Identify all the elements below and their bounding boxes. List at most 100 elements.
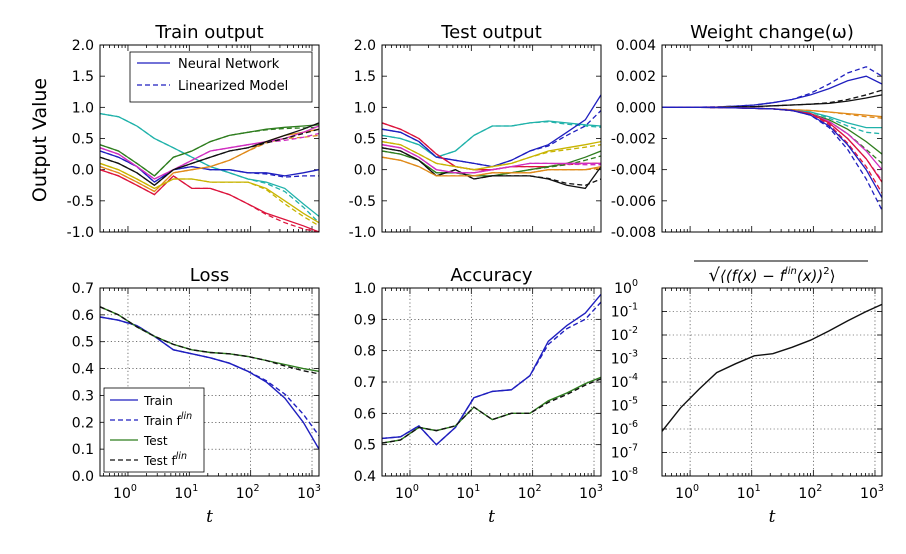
ytick-label: 2.0 xyxy=(354,38,376,54)
xtick-label: 100 xyxy=(675,483,699,502)
ytick-label: 2.0 xyxy=(72,38,94,54)
ytick-label: 0.6 xyxy=(72,308,94,324)
series-line-linearized xyxy=(662,106,882,135)
series-line-linearized xyxy=(382,144,601,174)
ytick-label: 0.6 xyxy=(354,406,376,422)
panel-test_output: Test output 2.0 1.5 1.0 0.5 0.0 -0.5 -1.0 xyxy=(349,22,602,241)
ytick-label: 0.5 xyxy=(354,132,376,148)
ytick-label: -0.008 xyxy=(611,225,656,241)
ytick-label: 10-1 xyxy=(611,302,638,321)
series-line-network xyxy=(382,147,601,190)
xtick-label: 102 xyxy=(518,483,542,502)
series-group xyxy=(100,112,319,232)
legend-label: Neural Network xyxy=(178,57,280,72)
xtick-exp: 1 xyxy=(474,483,480,494)
ytick-label: 10-7 xyxy=(611,443,638,462)
xtick-label: 101 xyxy=(456,483,480,502)
ytick-label: -1.0 xyxy=(67,225,94,241)
series-line-network xyxy=(662,106,882,171)
axes-frame xyxy=(99,44,320,233)
ytick-label: -0.5 xyxy=(349,194,376,210)
series-line-network xyxy=(100,124,319,177)
series-line-network xyxy=(662,106,882,199)
ytick-label: 100 xyxy=(614,278,638,297)
ytick-exp: 0 xyxy=(632,278,638,289)
legend-label: Test xyxy=(143,434,168,448)
series-line xyxy=(662,303,882,432)
ytick-label: 1.5 xyxy=(354,69,376,85)
series-line xyxy=(100,306,319,372)
title-sup: lin xyxy=(785,266,797,277)
series-line-network xyxy=(662,94,882,108)
legend-sup: lin xyxy=(181,411,192,422)
ytick-label: 0.9 xyxy=(354,312,376,328)
xtick-exp: 3 xyxy=(878,483,884,494)
ytick-exp: -3 xyxy=(629,349,638,360)
ytick-label: 10-5 xyxy=(611,396,638,415)
ytick-label: 1.0 xyxy=(354,281,376,297)
xtick-label: 100 xyxy=(113,483,137,502)
series-line xyxy=(382,293,601,446)
axes-frame xyxy=(99,287,320,477)
series-line xyxy=(100,306,319,375)
series-group xyxy=(382,94,601,190)
series-line-network xyxy=(100,169,319,232)
ytick-label: 0.4 xyxy=(354,469,376,485)
series-line-network xyxy=(100,162,319,224)
xtick-label: 100 xyxy=(395,483,419,502)
series-line-network xyxy=(100,122,319,187)
series-line-linearized xyxy=(662,106,882,181)
ytick-label: 10-4 xyxy=(611,372,638,391)
xtick-exp: 0 xyxy=(693,483,699,494)
panel-train_output: Train output 2.0 1.5 1.0 0.5 0.0 -0.5 -1.0 xyxy=(67,22,320,241)
series-line-network xyxy=(662,106,882,129)
series-line-linearized xyxy=(100,162,319,227)
chart-title: Accuracy xyxy=(450,265,533,286)
title-part: ⟨(f(x) − f xyxy=(720,267,788,285)
series-line-network xyxy=(382,120,601,158)
ytick-label: -0.004 xyxy=(611,163,656,179)
series-group xyxy=(382,293,601,446)
chart-title: Weight change(ω) xyxy=(690,22,854,43)
xtick-label: 102 xyxy=(798,483,822,502)
ytick-label: 0.5 xyxy=(72,335,94,351)
ytick-label: 0.000 xyxy=(616,100,656,116)
axes-frame xyxy=(381,287,602,477)
ytick-label: 1.0 xyxy=(354,100,376,116)
legend-label: Linearized Model xyxy=(178,79,288,94)
legend-label: Train xyxy=(143,394,173,408)
ytick-label: 0.0 xyxy=(354,163,376,179)
series-line xyxy=(382,301,601,446)
ytick-exp: -8 xyxy=(629,466,638,477)
ytick-label: 0.0 xyxy=(72,163,94,179)
title-part: ⟩ xyxy=(830,267,836,285)
series-line xyxy=(100,316,319,437)
x-axis-label: t xyxy=(206,507,213,527)
series-line xyxy=(382,378,601,444)
series-line-network xyxy=(382,144,601,174)
xtick-exp: 0 xyxy=(131,483,137,494)
ytick-label: 1.0 xyxy=(72,100,94,116)
series-line-network xyxy=(662,106,882,183)
ytick-exp: -7 xyxy=(629,443,638,454)
series-line-network xyxy=(662,75,882,108)
axes-frame xyxy=(661,287,883,477)
panel-rms_diff: √⟨(f(x) − flin(x))2⟩10010-110-210-310-41… xyxy=(611,260,884,527)
ytick-label: 10-3 xyxy=(611,349,638,368)
x-axis-label: t xyxy=(769,507,776,527)
xtick-label: 103 xyxy=(579,483,603,502)
title-part: √ xyxy=(708,265,720,286)
panel-weight_change: Weight change(ω) 0.004 0.002 0.000 -0.002 -0.… xyxy=(611,22,883,241)
ytick-label: 0.8 xyxy=(354,344,376,360)
series-line-linearized xyxy=(382,110,601,168)
xtick-exp: 3 xyxy=(315,483,321,494)
legend-box xyxy=(103,387,205,473)
series-group xyxy=(662,303,882,432)
ytick-exp: -4 xyxy=(629,372,638,383)
axes-frame xyxy=(381,44,602,233)
ytick-label: 0.3 xyxy=(72,388,94,404)
xtick-exp: 2 xyxy=(254,483,260,494)
